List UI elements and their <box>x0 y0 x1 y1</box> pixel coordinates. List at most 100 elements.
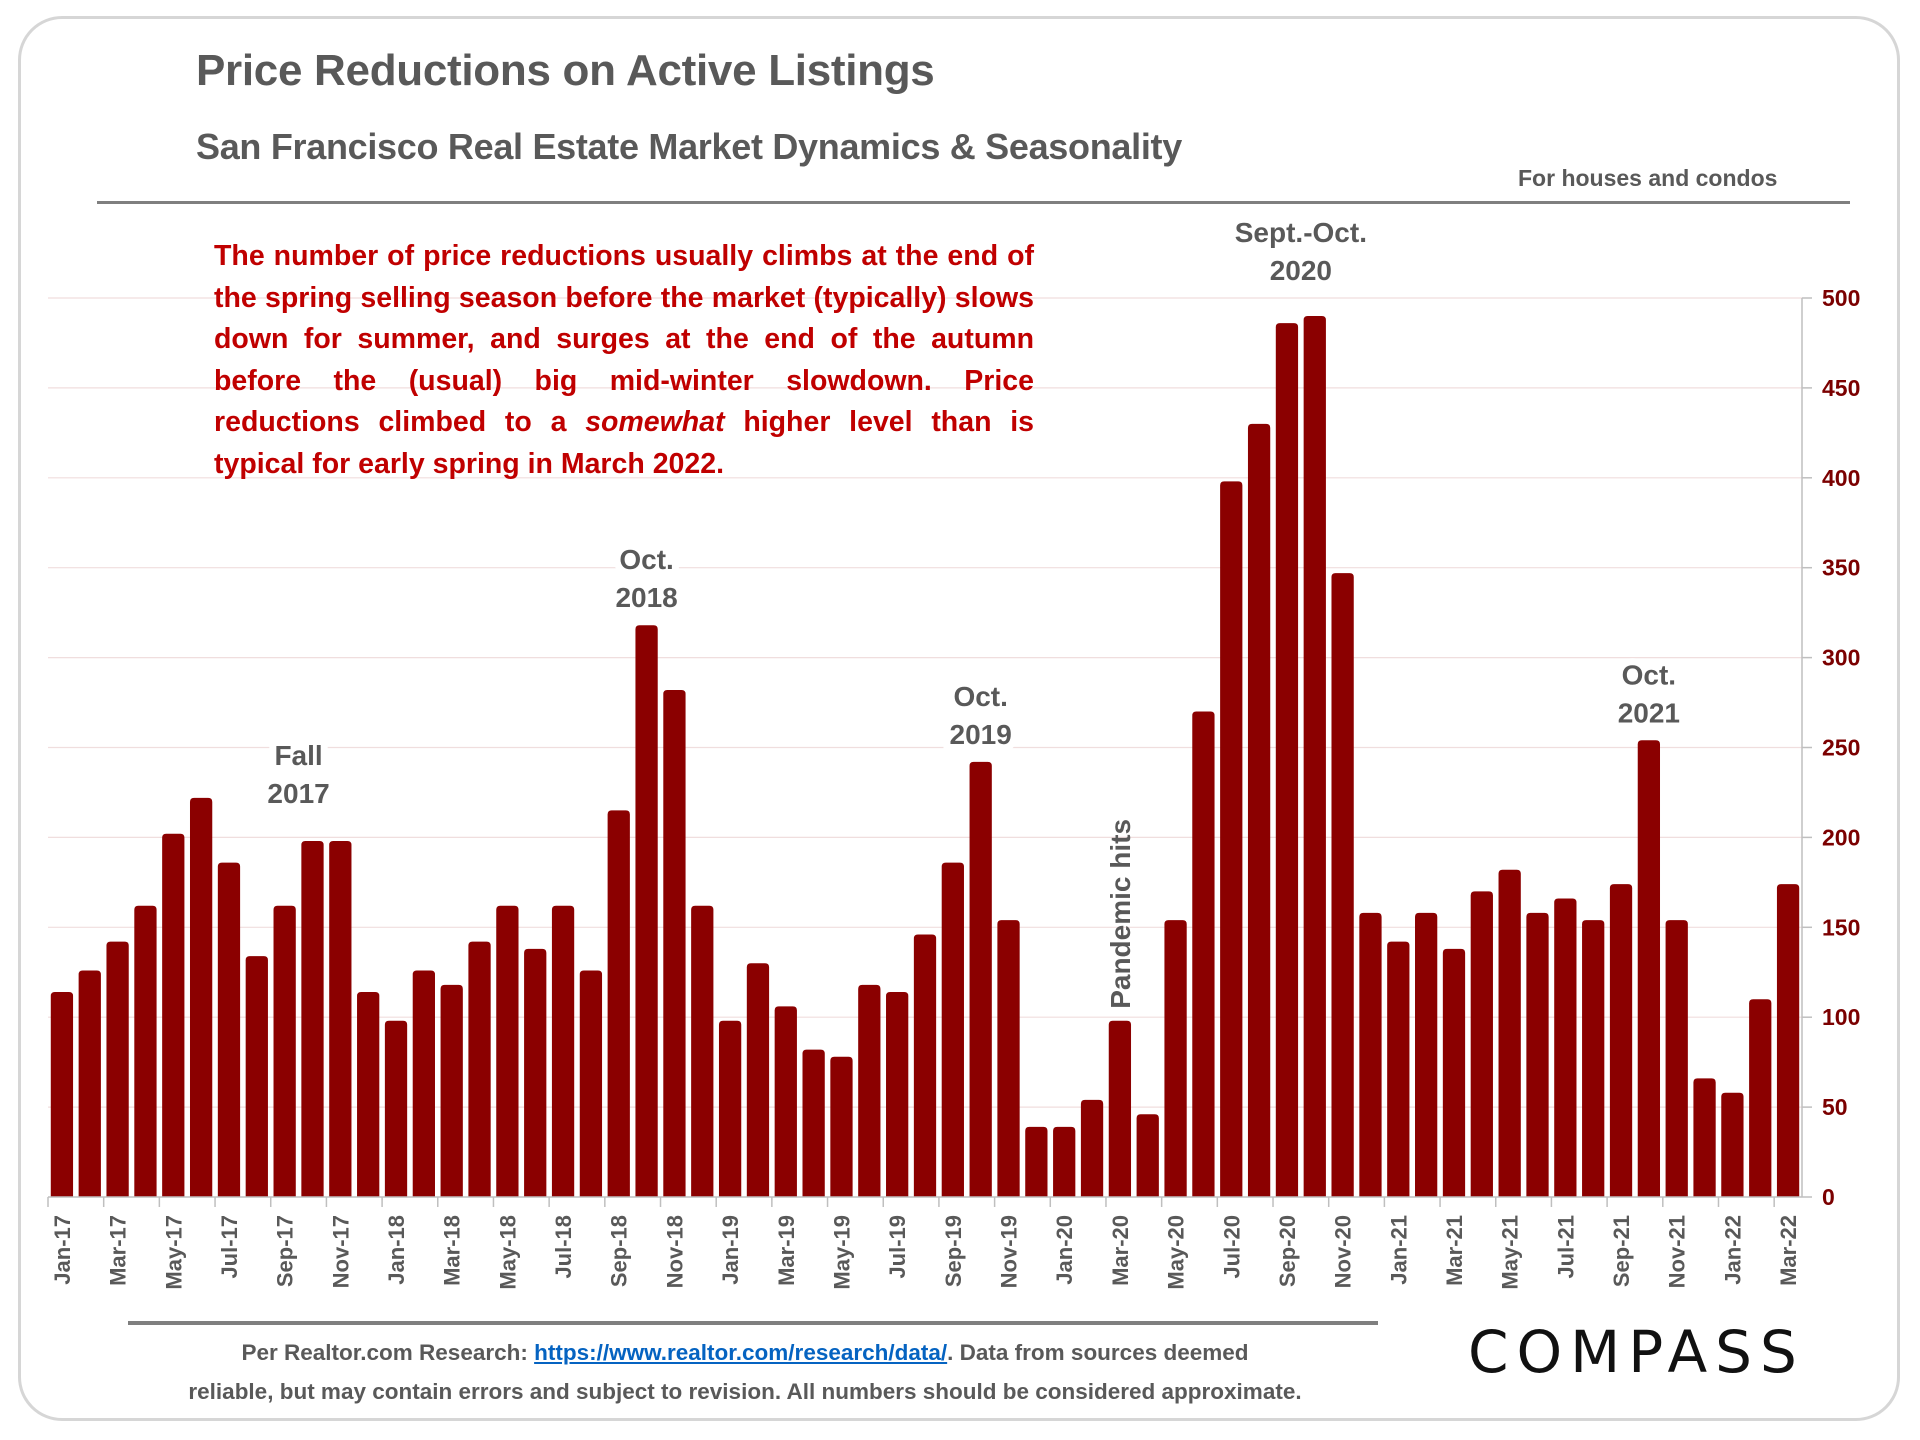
chart-subtitle: San Francisco Real Estate Market Dynamic… <box>196 126 1182 167</box>
source-link[interactable]: https://www.realtor.com/research/data/ <box>534 1340 948 1365</box>
annotation-label: 2019 <box>950 719 1012 750</box>
y-tick-label: 0 <box>1822 1184 1835 1210</box>
chart-title: Price Reductions on Active Listings <box>196 46 935 95</box>
bar-Jun-21 <box>1526 912 1549 1197</box>
y-tick-label: 100 <box>1822 1004 1860 1030</box>
y-tick-label: 50 <box>1822 1094 1848 1120</box>
bar-Sep-18 <box>607 810 630 1197</box>
bar-Sep-20 <box>1275 323 1299 1197</box>
bar-Nov-17 <box>329 840 352 1197</box>
bar-Dec-20 <box>1359 912 1382 1197</box>
x-tick-label: Jul-18 <box>551 1215 576 1279</box>
bar-Apr-20 <box>1136 1114 1159 1197</box>
x-tick-label: Sep-21 <box>1609 1215 1634 1287</box>
bar-Feb-22 <box>1749 999 1772 1197</box>
note-text-2: higher level than is typical for early s… <box>214 406 1035 480</box>
bar-Nov-21 <box>1665 920 1688 1197</box>
annotation-label: 2021 <box>1618 697 1680 728</box>
bar-Apr-18 <box>468 941 491 1197</box>
bar-Jun-17 <box>189 797 213 1197</box>
source-line-2: reliable, but may contain errors and sub… <box>188 1379 1302 1404</box>
bar-Jun-18 <box>524 948 547 1197</box>
bar-Apr-19 <box>802 1049 825 1197</box>
bar-Dec-19 <box>1025 1126 1048 1197</box>
bar-Jul-20 <box>1220 481 1243 1197</box>
bar-Mar-17 <box>106 941 129 1197</box>
y-tick-label: 300 <box>1822 645 1860 671</box>
bar-Dec-18 <box>691 905 714 1197</box>
x-tick-label: Mar-18 <box>440 1215 465 1286</box>
y-tick-label: 500 <box>1822 285 1860 311</box>
footer-divider <box>128 1321 1378 1325</box>
bar-Jan-20 <box>1053 1126 1076 1197</box>
bar-Mar-22 <box>1776 884 1800 1197</box>
note-emphasis: somewhat <box>585 406 725 438</box>
y-tick-label: 150 <box>1822 914 1860 940</box>
y-tick-label: 250 <box>1822 735 1860 761</box>
x-tick-label: Sep-18 <box>607 1215 632 1287</box>
bar-Nov-18 <box>663 689 686 1197</box>
annotation-label: 2018 <box>615 582 677 613</box>
annotation-label: 2020 <box>1270 255 1332 286</box>
y-tick-label: 350 <box>1822 555 1860 581</box>
bar-Oct-20 <box>1303 315 1326 1198</box>
bar-Jan-19 <box>718 1020 742 1197</box>
bar-Mar-20 <box>1108 1020 1132 1197</box>
bar-Jul-18 <box>551 905 575 1197</box>
x-tick-label: Jan-20 <box>1052 1215 1077 1285</box>
x-tick-label: May-20 <box>1164 1215 1189 1290</box>
annotation-label: 2017 <box>267 778 329 809</box>
commentary-note: The number of price reductions usually c… <box>214 236 1034 485</box>
x-tick-label: Jul-19 <box>885 1215 910 1279</box>
source-suffix: . Data from sources deemed <box>947 1340 1249 1365</box>
x-tick-label: May-19 <box>829 1215 854 1290</box>
annotation-label: Oct. <box>953 681 1007 712</box>
bar-May-21 <box>1498 869 1521 1197</box>
x-tick-label: Jan-18 <box>384 1215 409 1285</box>
x-tick-label: Nov-17 <box>328 1215 353 1288</box>
bar-Mar-21 <box>1442 948 1466 1197</box>
x-tick-label: Sep-19 <box>941 1215 966 1287</box>
x-tick-labels: Jan-17 Mar-17 May-17 Jul-17 Sep-17 Nov-17 Jan-… <box>50 1215 1801 1290</box>
bars <box>50 315 1800 1198</box>
x-tick-label: Mar-19 <box>774 1215 799 1286</box>
bar-Jun-20 <box>1192 711 1215 1197</box>
bar-Jan-17 <box>50 992 74 1197</box>
bar-Jul-21 <box>1554 898 1577 1197</box>
bar-Oct-19 <box>969 761 992 1197</box>
y-tick-label: 400 <box>1822 465 1860 491</box>
annotation-pandemic: Pandemic hits <box>1105 819 1136 1009</box>
bar-Dec-21 <box>1693 1078 1716 1197</box>
bar-Sep-17 <box>273 905 296 1197</box>
bar-Jul-19 <box>886 992 909 1197</box>
x-tick-label: Sep-20 <box>1275 1215 1300 1287</box>
x-tick-label: Jul-17 <box>217 1215 242 1279</box>
annotation-label: Fall <box>274 740 322 771</box>
source-line-1: Per Realtor.com Research: https://www.re… <box>140 1340 1350 1366</box>
x-tick-label: Jul-20 <box>1219 1215 1244 1279</box>
y-tick-label: 200 <box>1822 824 1860 850</box>
axes <box>47 297 1812 1207</box>
bar-Aug-17 <box>245 956 268 1197</box>
x-tick-label: Jan-21 <box>1386 1215 1411 1285</box>
x-tick-label: Jan-22 <box>1720 1215 1745 1285</box>
x-tick-label: Nov-21 <box>1665 1215 1690 1288</box>
x-tick-label: Sep-17 <box>273 1215 298 1287</box>
bar-Jul-17 <box>217 862 241 1197</box>
x-tick-label: Jul-21 <box>1553 1215 1578 1279</box>
x-tick-label: May-18 <box>495 1215 520 1290</box>
bar-Jun-19 <box>858 984 881 1197</box>
bar-Mar-18 <box>440 984 463 1197</box>
x-tick-label: Nov-20 <box>1331 1215 1356 1288</box>
bar-Aug-20 <box>1247 423 1271 1197</box>
x-tick-label: Mar-17 <box>106 1215 131 1286</box>
bar-Dec-17 <box>357 992 380 1197</box>
bar-Feb-18 <box>412 970 435 1197</box>
bar-May-18 <box>496 905 519 1197</box>
bar-Nov-19 <box>997 920 1020 1197</box>
bar-Aug-19 <box>913 934 937 1197</box>
bar-Aug-18 <box>579 970 603 1197</box>
compass-logo: COMPASS <box>1468 1318 1805 1386</box>
bar-Oct-21 <box>1637 740 1661 1197</box>
